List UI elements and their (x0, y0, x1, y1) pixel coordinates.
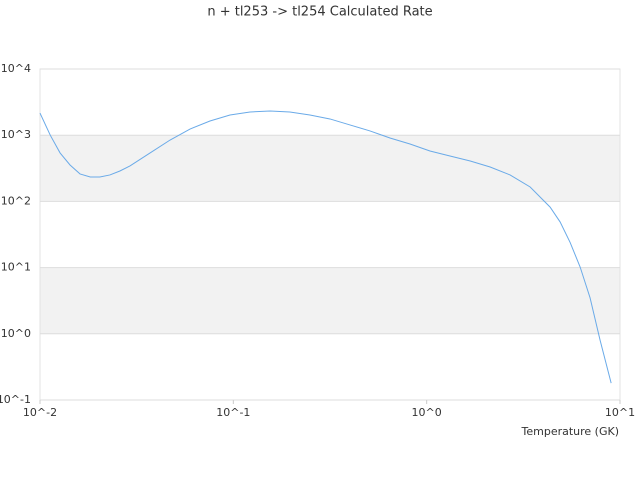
y-tick-label: 10^1 (1, 261, 31, 274)
y-tick-label: 10^2 (1, 194, 31, 207)
plot-band (40, 135, 620, 202)
x-tick-label: 10^-1 (216, 406, 250, 419)
x-axis-label: Temperature (GK) (521, 425, 620, 438)
x-tick-label: 10^0 (412, 406, 442, 419)
y-tick-label: 10^-1 (0, 393, 31, 406)
data-line (39, 110, 612, 384)
x-tick-label: 10^-2 (23, 406, 57, 419)
chart-title: n + tl253 -> tl254 Calculated Rate (207, 5, 432, 20)
plot-band (40, 267, 620, 334)
y-tick-label: 10^3 (1, 128, 31, 141)
y-tick-label: 10^0 (1, 327, 31, 340)
y-tick-label: 10^4 (1, 62, 31, 75)
x-tick-label: 10^1 (605, 406, 635, 419)
